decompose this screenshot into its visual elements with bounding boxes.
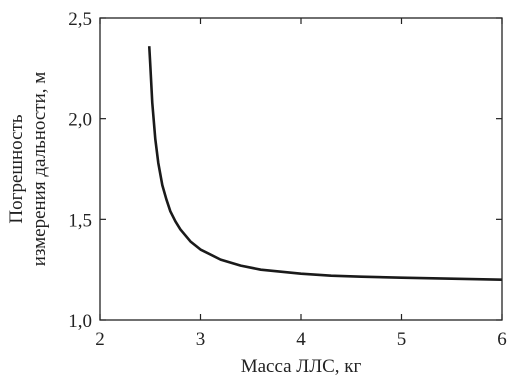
tick-labels: 2 3 4 5 6 1,0 1,5 2,0 2,5 bbox=[68, 9, 507, 350]
x-axis-label: Масса ЛЛС, кг bbox=[241, 356, 362, 377]
x-tick-label: 3 bbox=[196, 329, 206, 350]
y-tick-label: 1,0 bbox=[68, 311, 92, 332]
x-tick-label: 6 bbox=[497, 329, 507, 350]
x-tick-label: 2 bbox=[95, 329, 105, 350]
x-tick-label: 4 bbox=[296, 329, 306, 350]
y-tick-label: 2,5 bbox=[68, 9, 92, 30]
y-axis-label-line-1: Погрешность bbox=[6, 114, 27, 223]
x-tick-label: 5 bbox=[397, 329, 407, 350]
y-tick-label: 1,5 bbox=[68, 210, 92, 231]
y-tick-label: 2,0 bbox=[68, 110, 92, 131]
y-axis-label-line-2: измерения дальности, м bbox=[29, 72, 50, 267]
plot-frame bbox=[99, 17, 503, 321]
series-line bbox=[147, 46, 503, 282]
series-layer bbox=[147, 46, 503, 282]
